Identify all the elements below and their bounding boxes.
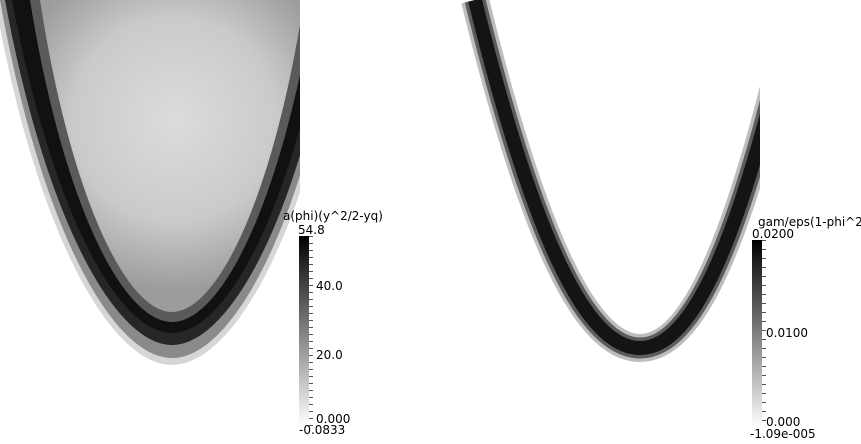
left-colorbar-title: a(phi)(y^2/2-yq) bbox=[283, 209, 383, 223]
left-field-plot bbox=[0, 0, 300, 365]
left-colorbar-tick-label: 0.000 bbox=[316, 412, 351, 426]
right-colorbar-tick-label: 0.0100 bbox=[766, 326, 808, 340]
right-colorbar bbox=[752, 240, 766, 428]
right-colorbar-min-label: -1.09e-005 bbox=[750, 427, 816, 441]
right-colorbar-title: gam/eps(1-phi^2) bbox=[758, 215, 861, 229]
left-colorbar-tick-label: 40.0 bbox=[316, 279, 343, 293]
right-colorbar-max-label: 0.0200 bbox=[752, 227, 794, 241]
right-field-plot bbox=[461, 0, 760, 363]
left-colorbar bbox=[299, 236, 313, 426]
left-colorbar-min-label: -0.0833 bbox=[299, 423, 346, 437]
left-colorbar-max-label: 54.8 bbox=[298, 223, 325, 237]
right-colorbar-tick-label: 0.000 bbox=[766, 415, 801, 429]
left-colorbar-tick-label: 20.0 bbox=[316, 348, 343, 362]
